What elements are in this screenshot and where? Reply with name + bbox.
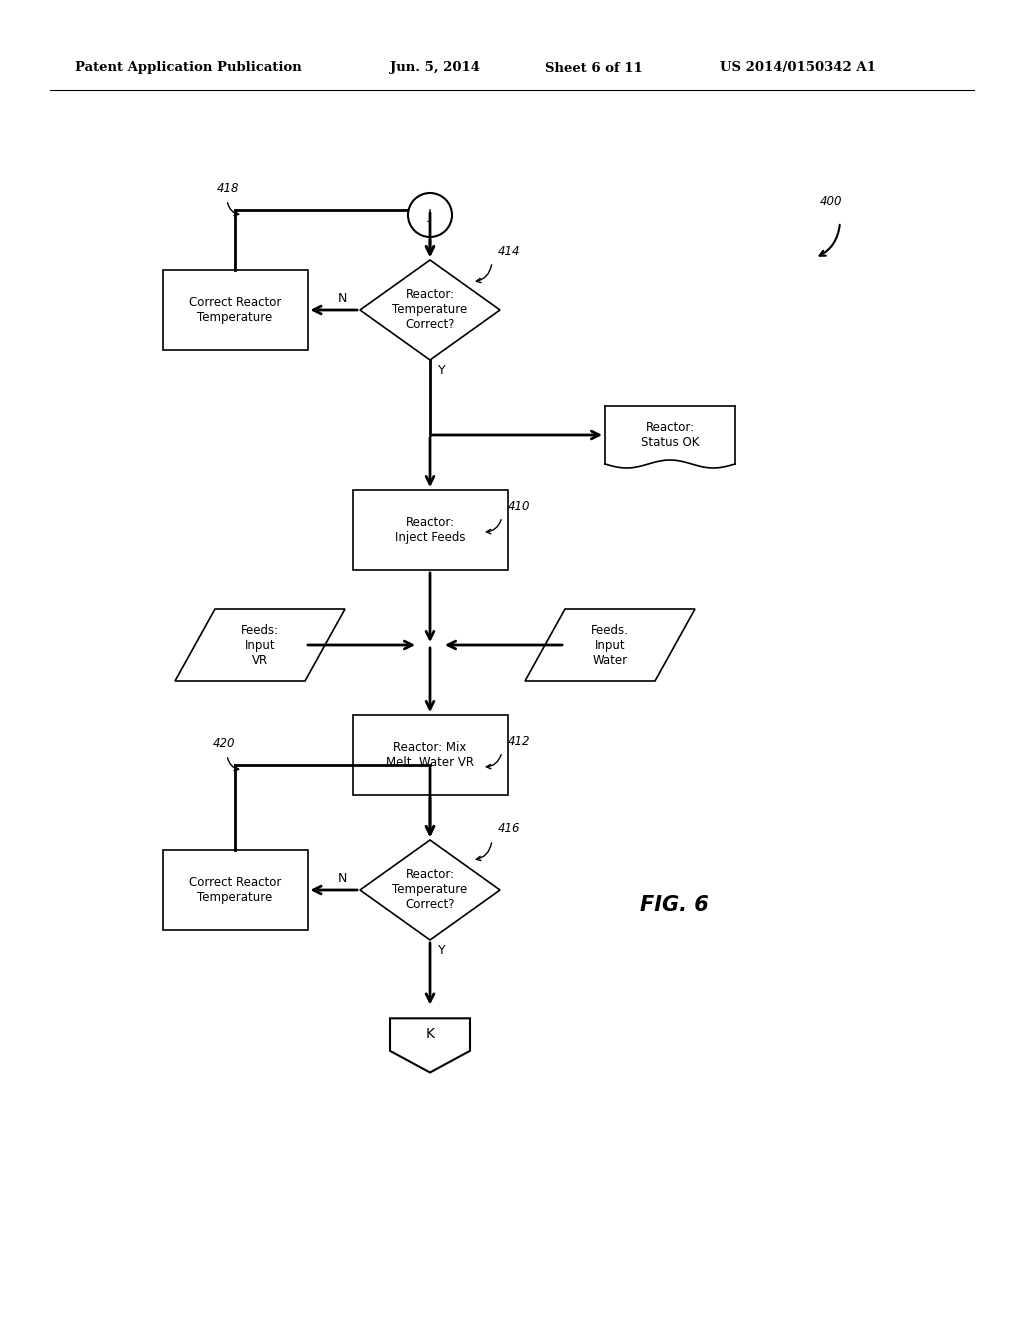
Text: J: J	[428, 209, 432, 222]
Text: Jun. 5, 2014: Jun. 5, 2014	[390, 62, 480, 74]
FancyArrowPatch shape	[486, 520, 501, 533]
Text: 410: 410	[508, 500, 530, 513]
Text: Feeds:
Input
VR: Feeds: Input VR	[241, 623, 280, 667]
Text: N: N	[338, 873, 347, 884]
Text: Reactor:
Status OK: Reactor: Status OK	[641, 421, 699, 449]
Text: Correct Reactor
Temperature: Correct Reactor Temperature	[188, 296, 282, 323]
Bar	[163, 271, 307, 350]
Polygon shape	[390, 1018, 470, 1072]
Text: 420: 420	[213, 737, 236, 750]
Polygon shape	[175, 609, 345, 681]
Bar	[352, 490, 508, 570]
Bar	[163, 850, 307, 931]
Polygon shape	[525, 609, 695, 681]
FancyArrowPatch shape	[227, 203, 239, 215]
Bar	[352, 715, 508, 795]
Text: N: N	[338, 292, 347, 305]
Text: US 2014/0150342 A1: US 2014/0150342 A1	[720, 62, 876, 74]
Circle shape	[408, 193, 452, 238]
Text: Reactor:
Temperature
Correct?: Reactor: Temperature Correct?	[392, 289, 468, 331]
Text: FIG. 6: FIG. 6	[640, 895, 709, 915]
Text: Reactor: Mix
Melt, Water VR: Reactor: Mix Melt, Water VR	[386, 741, 474, 770]
Polygon shape	[360, 840, 500, 940]
Polygon shape	[360, 260, 500, 360]
Text: Correct Reactor
Temperature: Correct Reactor Temperature	[188, 876, 282, 904]
Text: Patent Application Publication: Patent Application Publication	[75, 62, 302, 74]
Text: Reactor:
Temperature
Correct?: Reactor: Temperature Correct?	[392, 869, 468, 912]
FancyArrowPatch shape	[476, 265, 492, 282]
Text: 414: 414	[498, 246, 520, 257]
Text: Reactor:
Inject Feeds: Reactor: Inject Feeds	[394, 516, 465, 544]
Text: 416: 416	[498, 822, 520, 836]
Text: K: K	[426, 1027, 434, 1040]
Text: 412: 412	[508, 735, 530, 748]
Text: Sheet 6 of 11: Sheet 6 of 11	[545, 62, 643, 74]
FancyArrowPatch shape	[819, 224, 840, 256]
Text: 418: 418	[217, 182, 240, 195]
Text: Feeds.
Input
Water: Feeds. Input Water	[591, 623, 629, 667]
Text: Y: Y	[438, 364, 445, 378]
FancyArrowPatch shape	[476, 842, 492, 861]
Text: Y: Y	[438, 944, 445, 957]
FancyArrowPatch shape	[486, 755, 501, 768]
FancyArrowPatch shape	[227, 758, 239, 771]
Text: 400: 400	[820, 195, 843, 209]
